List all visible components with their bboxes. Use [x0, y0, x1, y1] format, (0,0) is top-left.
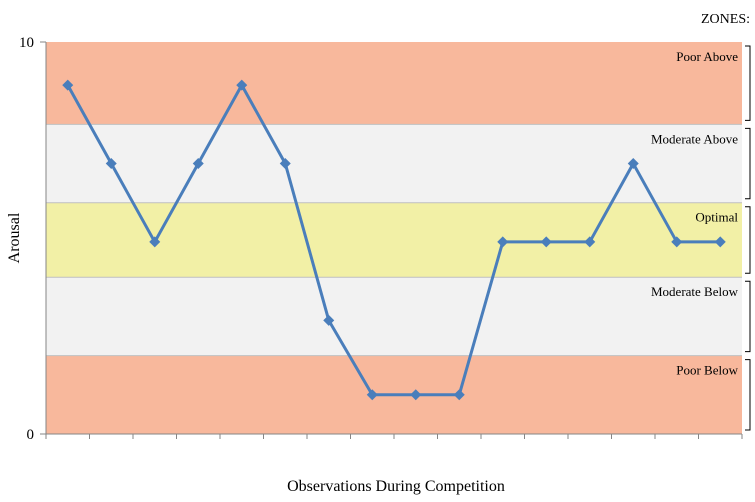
data-point — [497, 236, 509, 248]
data-point — [714, 236, 726, 248]
data-point — [192, 158, 204, 170]
zone-bands: Poor Above Moderate Above Optimal Moderate … — [46, 42, 742, 434]
zone-bracket — [745, 206, 751, 274]
zones-heading: ZONES: — [701, 12, 750, 27]
data-point — [105, 158, 117, 170]
data-point — [366, 389, 378, 401]
zone-bracket — [745, 280, 751, 353]
x-axis-title: Observations During Competition — [287, 478, 505, 495]
data-point — [149, 236, 161, 248]
series-arousal — [62, 79, 726, 401]
data-point — [236, 79, 248, 91]
y-tick-label-max: 10 — [19, 35, 34, 51]
zone-bracket — [745, 359, 751, 431]
data-point — [323, 314, 335, 326]
zone-band-optimal — [46, 202, 742, 278]
axes — [40, 41, 743, 439]
data-point — [279, 158, 291, 170]
zone-label-optimal: Optimal — [695, 210, 738, 225]
grid-lines — [46, 123, 742, 357]
zone-band-poor-above — [46, 42, 742, 125]
series-line — [66, 83, 721, 397]
data-point — [671, 236, 683, 248]
zone-brackets — [745, 45, 751, 431]
zone-label-moderate-above: Moderate Above — [651, 131, 738, 146]
zone-label-poor-below: Poor Below — [676, 363, 738, 378]
zone-label-moderate-below: Moderate Below — [651, 284, 739, 299]
data-point — [453, 389, 465, 401]
zone-band-moderate-above — [46, 124, 742, 203]
data-point — [584, 236, 596, 248]
y-tick-label-min: 0 — [27, 427, 35, 443]
data-point — [627, 158, 639, 170]
zone-band-moderate-below — [46, 277, 742, 356]
zone-bracket — [745, 127, 751, 200]
zone-bracket — [745, 45, 751, 121]
data-point — [62, 79, 74, 91]
data-point — [410, 389, 422, 401]
y-axis-title: Arousal — [6, 212, 23, 263]
zone-label-poor-above: Poor Above — [676, 49, 738, 64]
data-point — [540, 236, 552, 248]
